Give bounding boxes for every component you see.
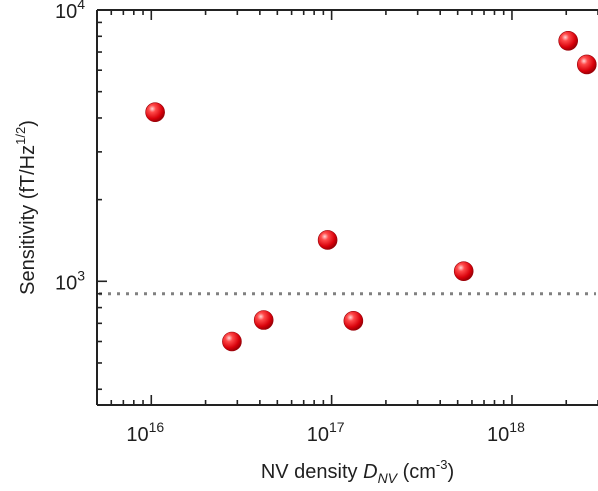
x-tick-label: 1016 [126,419,164,446]
x-tick-label: 1017 [307,419,345,446]
data-point [222,331,242,352]
data-point [558,30,578,51]
y-axis-title: Sensitivity (fT/Hz1/2) [13,120,39,295]
data-point [145,102,165,123]
y-tick-label: 103 [55,267,85,294]
data-point [317,230,338,250]
tick-labels: 1016 1017 1018 103 104 [55,0,525,446]
plot-frame [96,9,598,406]
data-point [576,54,597,75]
x-tick-label: 1018 [487,419,525,446]
data-point [253,310,274,330]
y-tick-label: 104 [55,0,85,23]
data-point [343,311,364,331]
axis-ticks [96,9,598,405]
data-points [145,30,597,352]
x-axis-title: NV density DNV (cm-3) [261,457,454,486]
data-point [453,261,474,281]
